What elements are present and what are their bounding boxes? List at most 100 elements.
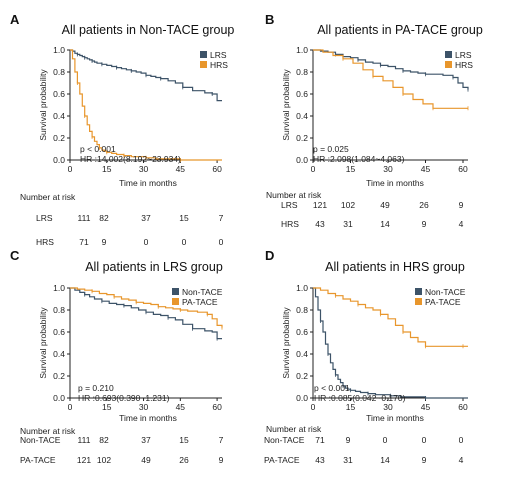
y-tick-label: 0.8 [296, 67, 308, 77]
y-tick-label: 0.6 [296, 327, 308, 337]
panel-b: B All patients in PA-TACE group 0.0 0.2 0.4 0… [265, 12, 483, 229]
x-tick-label: 60 [458, 402, 468, 412]
y-tick-label: 0.0 [296, 155, 308, 165]
y-tick-label: 0.0 [53, 155, 65, 165]
legend-swatch [415, 288, 422, 295]
p-value: p = 0.210 [78, 383, 114, 393]
risk-value: 7 [219, 435, 224, 445]
risk-value: 9 [459, 200, 464, 210]
legend-label: Non-TACE [182, 287, 223, 297]
risk-row-label: Non-TACE [264, 435, 305, 445]
p-value: p < 0.001 [314, 383, 350, 393]
series-line-lrs [70, 49, 222, 102]
panel-d: D All patients in HRS group 0.0 0.2 0.4 0.6 0.… [264, 248, 468, 465]
risk-row-label: LRS [281, 200, 298, 210]
y-tick-label: 0.8 [296, 305, 308, 315]
risk-value: 82 [99, 435, 109, 445]
x-axis-label: Time in months [366, 413, 424, 423]
y-tick-label: 0.6 [53, 327, 65, 337]
legend-label: LRS [210, 50, 227, 60]
risk-table-title: Number at risk [266, 190, 322, 200]
panel-title: All patients in LRS group [85, 260, 223, 274]
y-axis-label: Survival probability [38, 307, 48, 379]
series-line-hrs [313, 49, 468, 109]
x-tick-label: 60 [458, 164, 468, 174]
panel-a: A All patients in Non-TACE group 0.0 0.2 0.4… [10, 12, 234, 247]
y-tick-label: 1.0 [296, 283, 308, 293]
panel-title: All patients in HRS group [325, 260, 465, 274]
risk-value: 0 [144, 237, 149, 247]
x-tick-label: 30 [383, 164, 393, 174]
risk-value: 71 [79, 237, 89, 247]
legend-swatch [172, 288, 179, 295]
risk-value: 14 [380, 455, 390, 465]
x-tick-label: 0 [68, 402, 73, 412]
legend-swatch [200, 61, 207, 68]
y-tick-label: 1.0 [296, 45, 308, 55]
x-axis-label: Time in months [366, 178, 424, 188]
y-tick-label: 0.0 [53, 393, 65, 403]
legend-swatch [415, 298, 422, 305]
risk-value: 4 [459, 219, 464, 229]
panel-letter: A [10, 12, 20, 27]
x-tick-label: 45 [421, 402, 431, 412]
risk-value: 15 [179, 435, 189, 445]
risk-value: 31 [343, 455, 353, 465]
risk-value: 0 [219, 237, 224, 247]
hazard-ratio: HR :0.693(0.390~1.231) [78, 393, 170, 403]
legend-label: Non-TACE [425, 287, 466, 297]
risk-value: 71 [315, 435, 325, 445]
x-tick-label: 15 [102, 164, 112, 174]
hazard-ratio: HR :14.002(8.192~23.934) [80, 154, 181, 164]
x-axis-label: Time in months [119, 413, 177, 423]
risk-value: 0 [459, 435, 464, 445]
x-tick-label: 45 [176, 164, 186, 174]
risk-row-label: PA-TACE [20, 455, 56, 465]
risk-row-label: HRS [281, 219, 299, 229]
risk-value: 0 [383, 435, 388, 445]
panel-letter: B [265, 12, 274, 27]
risk-value: 111 [78, 213, 91, 223]
x-tick-label: 60 [212, 164, 222, 174]
risk-value: 43 [315, 219, 325, 229]
y-tick-label: 0.4 [53, 349, 65, 359]
risk-value: 49 [141, 455, 151, 465]
risk-value: 9 [422, 219, 427, 229]
legend-label: PA-TACE [425, 297, 461, 307]
risk-value: 15 [179, 213, 189, 223]
x-tick-label: 0 [311, 164, 316, 174]
risk-table-title: Number at risk [266, 424, 322, 434]
y-axis-label: Survival probability [38, 69, 48, 141]
risk-value: 26 [419, 200, 429, 210]
panel-title: All patients in Non-TACE group [62, 23, 235, 37]
y-tick-label: 1.0 [53, 283, 65, 293]
y-tick-label: 0.4 [53, 111, 65, 121]
risk-value: 102 [97, 455, 111, 465]
x-tick-label: 60 [212, 402, 222, 412]
legend-swatch [445, 51, 452, 58]
panel-title: All patients in PA-TACE group [317, 23, 483, 37]
risk-value: 14 [380, 219, 390, 229]
y-tick-label: 0.0 [296, 393, 308, 403]
panel-letter: D [265, 248, 274, 263]
panel-c: C All patients in LRS group 0.0 0.2 0.4 0.6 0.… [10, 248, 224, 465]
y-tick-label: 0.2 [53, 371, 65, 381]
legend-label: PA-TACE [182, 297, 218, 307]
legend-label: HRS [455, 60, 473, 70]
panel-letter: C [10, 248, 20, 263]
risk-value: 31 [343, 219, 353, 229]
legend-swatch [200, 51, 207, 58]
risk-table-title: Number at risk [20, 192, 76, 202]
risk-row-label: PA-TACE [264, 455, 300, 465]
risk-value: 111 [78, 435, 91, 445]
risk-value: 9 [102, 237, 107, 247]
x-tick-label: 15 [346, 164, 356, 174]
risk-value: 4 [459, 455, 464, 465]
y-tick-label: 0.8 [53, 305, 65, 315]
x-tick-label: 15 [102, 402, 112, 412]
y-tick-label: 0.6 [53, 89, 65, 99]
x-axis-label: Time in months [119, 178, 177, 188]
risk-value: 37 [141, 435, 151, 445]
risk-value: 9 [219, 455, 224, 465]
risk-value: 121 [313, 200, 327, 210]
